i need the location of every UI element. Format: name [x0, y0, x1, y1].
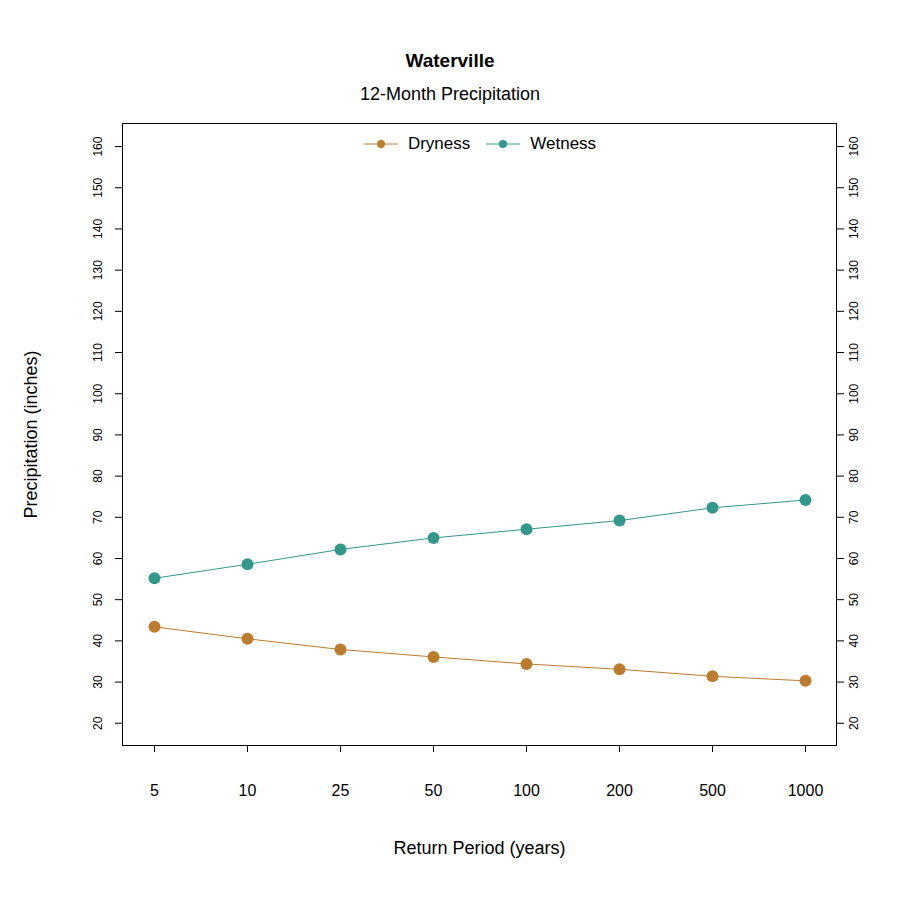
svg-text:70: 70: [847, 510, 861, 524]
svg-text:100: 100: [513, 782, 540, 799]
svg-text:160: 160: [847, 136, 861, 156]
svg-text:30: 30: [847, 675, 861, 689]
svg-text:130: 130: [847, 260, 861, 280]
svg-text:40: 40: [847, 634, 861, 648]
svg-text:150: 150: [847, 177, 861, 197]
svg-text:40: 40: [91, 634, 105, 648]
svg-text:140: 140: [91, 219, 105, 239]
svg-text:140: 140: [847, 219, 861, 239]
svg-text:80: 80: [847, 469, 861, 483]
svg-text:25: 25: [332, 782, 350, 799]
svg-text:130: 130: [91, 260, 105, 280]
svg-text:50: 50: [91, 593, 105, 607]
svg-text:5: 5: [150, 782, 159, 799]
svg-text:110: 110: [91, 343, 105, 362]
svg-text:120: 120: [847, 301, 861, 321]
svg-text:10: 10: [239, 782, 257, 799]
svg-text:200: 200: [606, 782, 633, 799]
html-text:12-Month Precipitation: 12-Month Precipitation: [359, 84, 540, 104]
svg-text:110: 110: [847, 343, 861, 362]
svg-text:70: 70: [91, 510, 105, 524]
svg-text:100: 100: [91, 383, 105, 403]
svg-text:50: 50: [847, 593, 861, 607]
svg-text:500: 500: [699, 782, 726, 799]
svg-text:100: 100: [847, 383, 861, 403]
html-text:Dryness: Dryness: [407, 134, 471, 153]
svg-text:90: 90: [91, 428, 105, 442]
svg-text:60: 60: [847, 551, 861, 565]
svg-text:1000: 1000: [788, 782, 824, 799]
html-text:Waterville: Waterville: [405, 50, 495, 71]
svg-text:80: 80: [91, 469, 105, 483]
svg-text:Return Period (years): Return Period (years): [393, 838, 565, 858]
svg-text:30: 30: [91, 675, 105, 689]
svg-text:20: 20: [847, 716, 861, 730]
svg-text:20: 20: [91, 716, 105, 730]
svg-text:160: 160: [91, 136, 105, 156]
svg-text:90: 90: [847, 428, 861, 442]
svg-text:150: 150: [91, 177, 105, 197]
svg-text:60: 60: [91, 551, 105, 565]
html-text:Wetness: Wetness: [530, 134, 597, 153]
svg-text:120: 120: [91, 301, 105, 321]
svg-text:Precipitation (inches): Precipitation (inches): [21, 350, 41, 518]
svg-text:50: 50: [425, 782, 443, 799]
